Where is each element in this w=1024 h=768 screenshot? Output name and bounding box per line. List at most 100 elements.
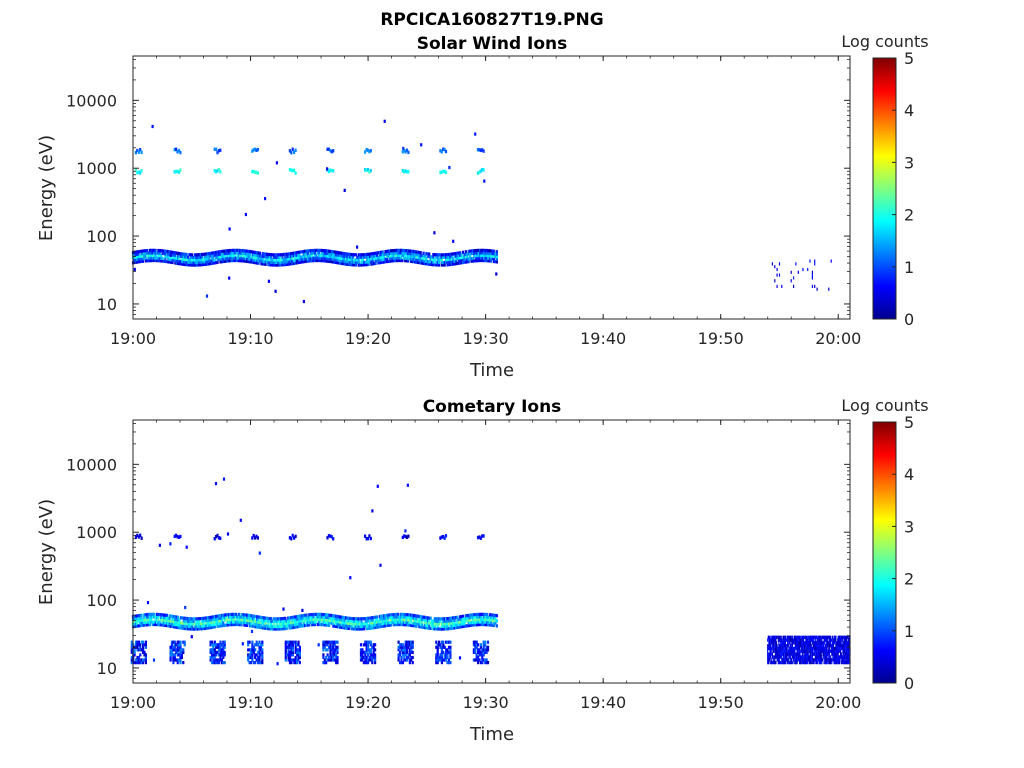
heatmap-cell [304, 616, 307, 620]
heatmap-cell [495, 272, 498, 276]
heatmap-cell [233, 622, 236, 627]
heatmap-cell [136, 619, 139, 623]
heatmap-cell [350, 627, 353, 631]
heatmap-cell [485, 623, 489, 627]
heatmap-cell [325, 251, 328, 255]
heatmap-cell [821, 638, 823, 642]
heatmap-cell [442, 617, 445, 621]
heatmap-cell [162, 616, 166, 620]
heatmap-cell [332, 149, 335, 153]
heatmap-cell [445, 627, 448, 631]
heatmap-cell [346, 252, 349, 256]
heatmap-cell [205, 619, 208, 623]
heatmap-cell [181, 262, 184, 266]
heatmap-cell [137, 655, 140, 660]
heatmap-cell [814, 644, 816, 648]
heatmap-cell [216, 614, 219, 618]
colorbar-label: Log counts [841, 396, 928, 415]
heatmap-cell [377, 256, 380, 260]
heatmap-cell [147, 615, 150, 619]
heatmap-cell [239, 248, 242, 253]
heatmap-cell [215, 622, 218, 626]
heatmap-cell [402, 620, 405, 624]
heatmap-cell [299, 260, 302, 264]
heatmap-cell [824, 646, 826, 651]
heatmap-cell [404, 256, 407, 260]
heatmap-cell [226, 249, 229, 253]
heatmap-cell [290, 537, 293, 541]
heatmap-cell [815, 661, 817, 665]
heatmap-cell [788, 646, 791, 651]
heatmap-cell [399, 248, 403, 252]
heatmap-cell [361, 658, 364, 662]
heatmap-cell [240, 251, 243, 255]
heatmap-cell [426, 254, 429, 258]
heatmap-cell [369, 168, 372, 173]
heatmap-cell [456, 623, 459, 627]
heatmap-cell [777, 658, 779, 662]
heatmap-cell [418, 614, 421, 619]
heatmap-cell [361, 622, 364, 626]
heatmap-cell [253, 258, 256, 262]
heatmap-cell [383, 255, 386, 259]
heatmap-cell [350, 260, 353, 264]
heatmap-cell [450, 255, 453, 259]
heatmap-cell [360, 253, 363, 257]
heatmap-cell [241, 254, 245, 258]
heatmap-cell [380, 250, 383, 254]
heatmap-cell [183, 640, 186, 644]
heatmap-cell [485, 661, 488, 665]
heatmap-cell [210, 653, 214, 657]
heatmap-cell [249, 260, 252, 264]
heatmap-cell [456, 261, 459, 265]
heatmap-cell [349, 621, 352, 626]
heatmap-cell [428, 624, 431, 628]
heatmap-cell [177, 623, 180, 627]
heatmap-cell [831, 638, 833, 642]
heatmap-cell [278, 253, 281, 257]
heatmap-cell [777, 652, 779, 656]
heatmap-cell [464, 252, 467, 256]
heatmap-cell [150, 617, 153, 622]
heatmap-cell [247, 655, 250, 660]
heatmap-cell [189, 253, 192, 257]
heatmap-cell [236, 256, 239, 260]
heatmap-cell [318, 617, 321, 622]
heatmap-cell [368, 624, 372, 628]
heatmap-cell [363, 260, 366, 264]
heatmap-cell [189, 617, 192, 621]
heatmap-cell [280, 619, 283, 623]
heatmap-cell [237, 248, 240, 252]
heatmap-cell [351, 263, 355, 267]
heatmap-cell [778, 273, 781, 277]
heatmap-cell [368, 534, 371, 538]
heatmap-cell [171, 624, 174, 629]
heatmap-cell [175, 533, 178, 538]
heatmap-cell [239, 251, 242, 255]
heatmap-cell [365, 650, 368, 654]
heatmap-cell [134, 535, 137, 539]
heatmap-cell [844, 635, 846, 639]
heatmap-cell [160, 615, 163, 619]
heatmap-cell [361, 617, 364, 621]
heatmap-cell [778, 635, 781, 639]
heatmap-cell [483, 620, 486, 624]
heatmap-cell [429, 262, 432, 266]
heatmap-cell [208, 626, 211, 630]
heatmap-cell [418, 258, 421, 262]
heatmap-cell [423, 620, 427, 625]
heatmap-cell [435, 619, 438, 623]
heatmap-cell [298, 622, 301, 626]
heatmap-cell [375, 251, 379, 255]
heatmap-cell [225, 615, 228, 620]
x-tick-label: 19:50 [698, 329, 744, 348]
heatmap-cell [213, 617, 216, 621]
heatmap-cell [469, 621, 472, 625]
heatmap-cell [440, 653, 443, 657]
heatmap-cell [810, 649, 812, 653]
heatmap-cell [256, 171, 259, 175]
heatmap-cell [280, 627, 283, 631]
heatmap-cell [136, 260, 139, 264]
heatmap-cell [244, 252, 247, 256]
heatmap-cell [274, 253, 277, 257]
